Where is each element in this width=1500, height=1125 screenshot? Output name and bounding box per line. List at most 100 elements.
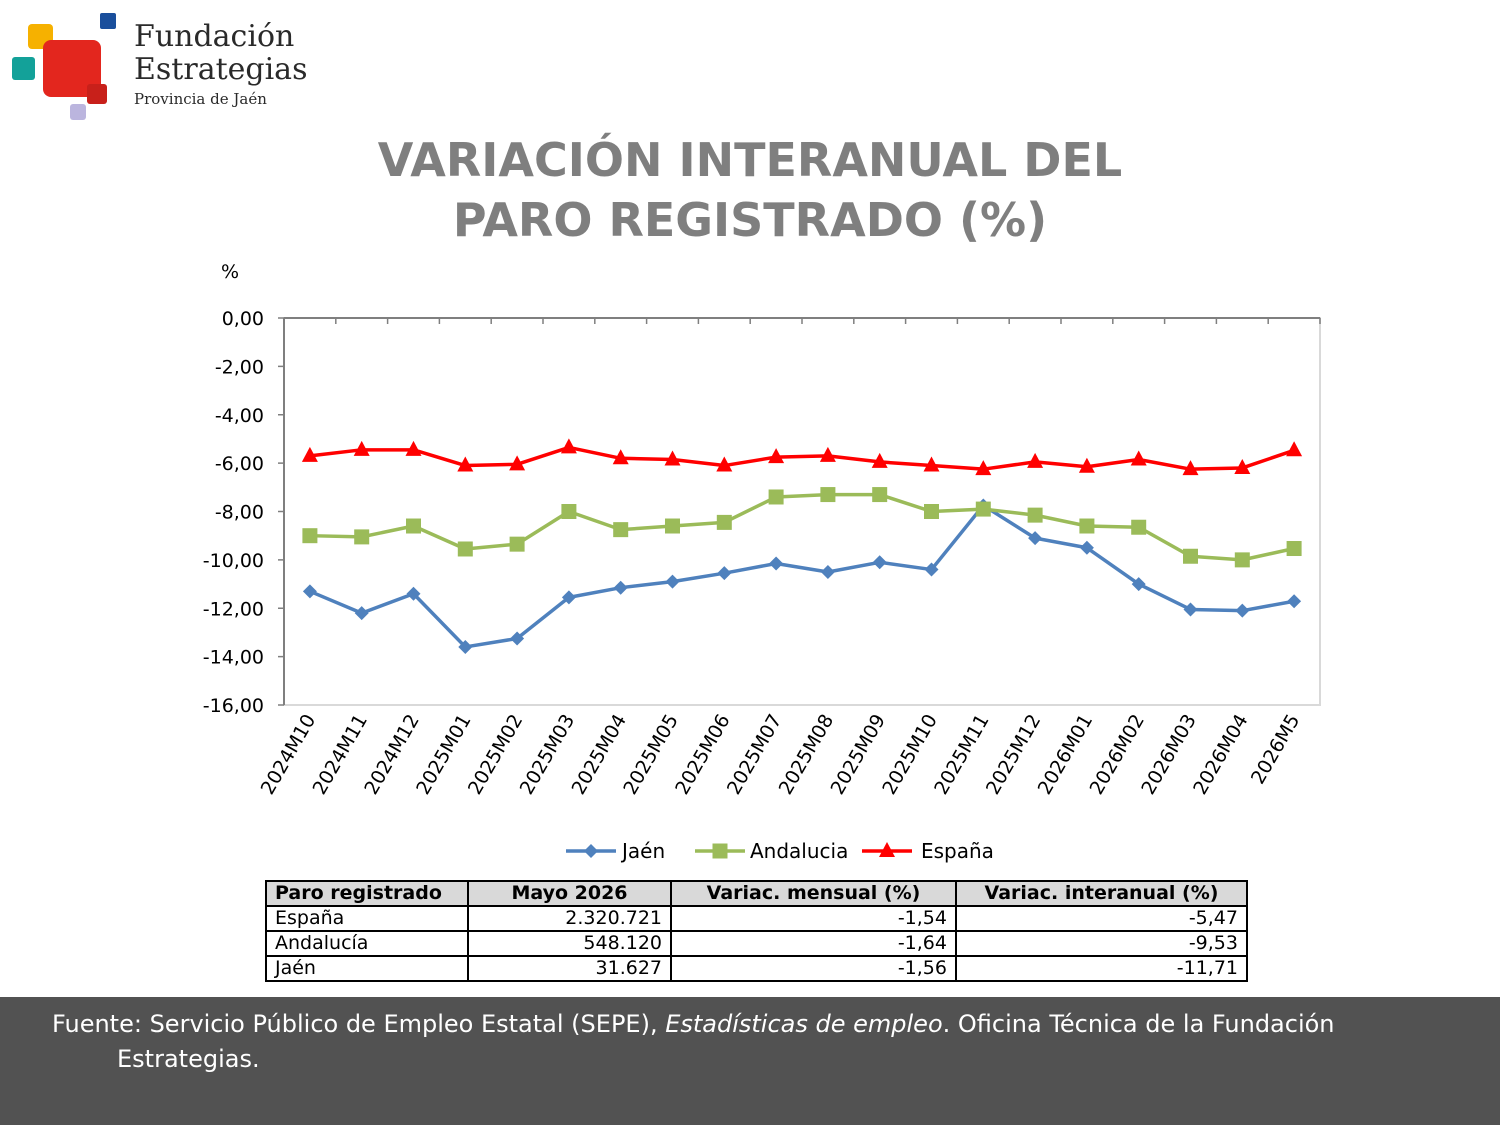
data-point-triangle [716,456,733,472]
data-point-diamond [1079,540,1094,555]
table-row: Andalucía 548.120 -1,64 -9,53 [265,930,1248,957]
data-point-triangle [1286,441,1303,457]
data-point-diamond [406,586,421,601]
data-point-square [509,536,525,552]
source-suffix: . Oficina Técnica de la Fundación [942,1010,1335,1038]
data-point-triangle [1234,458,1251,474]
table-row: España 2.320.721 -1,54 -5,47 [265,905,1248,932]
data-point-triangle [301,446,318,462]
legend-marker-triangle [879,842,895,857]
data-point-square [354,529,370,545]
y-tick-label: -6,00 [215,453,264,475]
data-point-triangle [664,450,681,466]
logo-mark-icon [12,13,116,120]
y-tick-label: -10,00 [203,550,264,572]
table-header: Paro registrado [265,880,469,907]
table-header: Variac. mensual (%) [670,880,957,907]
data-point-triangle [1130,450,1147,466]
data-point-triangle [871,452,888,468]
y-tick-label: -4,00 [215,405,264,427]
data-point-square [613,522,629,538]
table-cell: -9,53 [955,930,1248,957]
data-point-diamond [1235,603,1250,618]
data-point-square [1079,518,1095,534]
legend-marker-square [712,843,728,859]
data-point-triangle [1182,460,1199,476]
table-cell: 31.627 [467,955,672,982]
y-tick-label: -14,00 [203,647,264,669]
data-point-diamond [769,556,784,571]
source-prefix: Fuente: Servicio Público de Empleo Estat… [52,1010,666,1038]
series-line-square [309,492,1295,562]
legend-marker-diamond [584,844,598,858]
data-point-square [665,518,680,534]
data-point-diamond [1287,594,1302,609]
data-point-square [768,489,784,505]
data-point-triangle [405,440,422,456]
data-point-diamond [613,580,628,595]
y-tick-label: -12,00 [203,598,264,620]
data-point-diamond [872,555,887,570]
data-point-triangle [560,438,577,454]
data-point-square [406,518,421,534]
data-point-triangle [975,460,992,476]
data-point-diamond [510,631,525,646]
plot-area [283,317,1321,706]
data-point-square [716,514,732,530]
data-point-square [924,504,939,519]
legend-label: Andalucia [750,839,848,863]
logo-line3: Provincia de Jaén [134,90,267,108]
y-axis-label: % [221,261,239,283]
data-point-square [457,541,473,557]
data-point-square [302,528,318,544]
legend-label: Jaén [620,839,665,863]
legend-label: España [921,839,994,863]
data-point-diamond [1028,531,1043,546]
data-point-square [1234,552,1250,568]
table-cell: -1,64 [670,930,957,957]
table-cell: -1,54 [670,905,957,932]
data-point-triangle [923,456,940,472]
y-tick-label: -16,00 [203,695,264,717]
table-header: Mayo 2026 [467,880,672,907]
source-note: Fuente: Servicio Público de Empleo Estat… [52,1007,1429,1077]
data-point-triangle [768,448,785,464]
table-row: Jaén 31.627 -1,56 -11,71 [265,955,1248,982]
title-line1: VARIACIÓN INTERANUAL DEL [377,133,1123,187]
data-point-diamond [302,584,317,599]
table-cell: 548.120 [467,930,672,957]
data-point-square [561,504,577,519]
data-point-square [872,487,888,503]
data-point-diamond [717,566,732,581]
y-tick-label: -8,00 [215,502,264,524]
data-point-diamond [561,590,576,605]
data-point-triangle [509,455,526,471]
table-header-row: Paro registrado Mayo 2026 Variac. mensua… [265,880,1248,907]
x-tick-label: 2026M5 [1247,711,1304,789]
data-point-triangle [1078,457,1095,473]
data-point-triangle [612,449,629,465]
page-title: VARIACIÓN INTERANUAL DEL PARO REGISTRADO… [250,130,1250,250]
line-chart: 0,00 -2,00 -4,00 -6,00 -8,00 -10,00 -12,00 -14,… [203,261,1321,863]
data-point-square [1286,541,1302,557]
data-point-square [1183,548,1198,564]
logo-text: Fundación Estrategias Provincia de Jaén [134,20,307,108]
y-tick-label: 0,00 [222,308,264,330]
table-cell: -5,47 [955,905,1248,932]
data-point-diamond [458,639,473,654]
series-line-triangle [309,445,1295,471]
table-cell: Jaén [265,955,469,982]
source-italic: Estadísticas de empleo [665,1010,943,1038]
logo: Fundación Estrategias Provincia de Jaén [0,0,320,125]
table-cell: 2.320.721 [467,905,672,932]
table-cell: España [265,905,469,932]
y-tick-label: -2,00 [215,356,264,378]
table-cell: -11,71 [955,955,1248,982]
data-point-diamond [665,574,680,589]
table-header: Variac. interanual (%) [955,880,1248,907]
table-cell: Andalucía [265,930,469,957]
data-point-triangle [819,446,836,462]
data-point-diamond [1131,577,1146,592]
summary-table: Paro registrado Mayo 2026 Variac. mensua… [265,880,1248,982]
data-point-diamond [354,606,369,621]
